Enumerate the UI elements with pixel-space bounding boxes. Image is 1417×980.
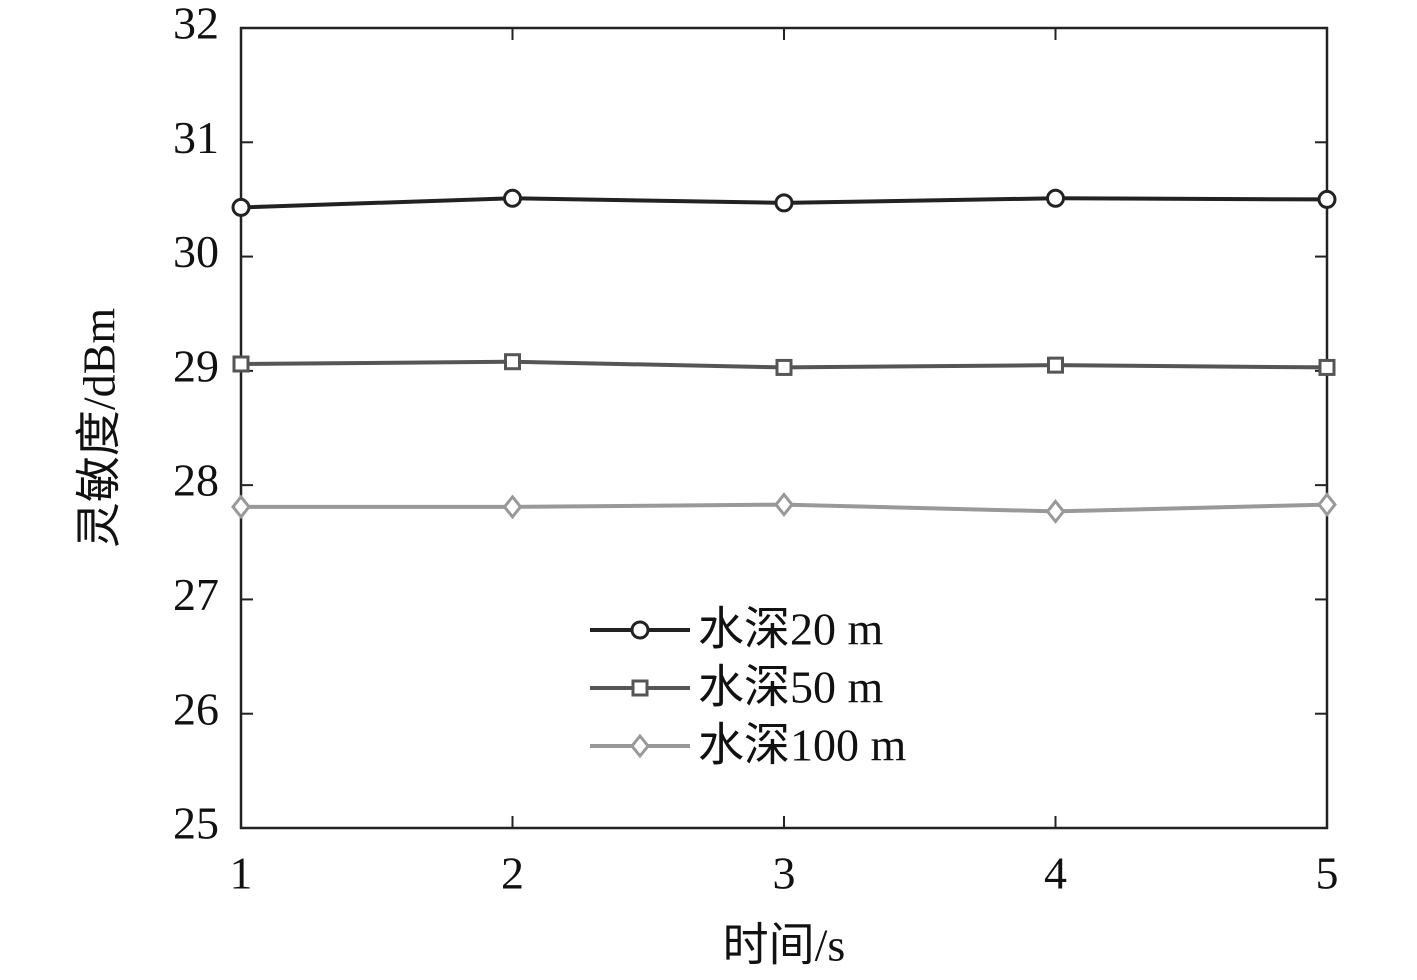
legend-marker	[630, 620, 650, 640]
y-tick-label: 25	[173, 798, 219, 849]
marker	[775, 358, 793, 376]
y-tick-label: 31	[173, 112, 219, 163]
marker	[231, 197, 251, 217]
marker	[1047, 356, 1064, 374]
legend-label: 水深100 m	[698, 720, 907, 771]
y-tick-label: 32	[173, 0, 219, 49]
marker	[231, 494, 251, 520]
marker	[1046, 188, 1065, 208]
marker	[774, 492, 794, 517]
legend-marker	[631, 679, 649, 697]
marker	[502, 494, 523, 520]
marker	[774, 193, 794, 213]
y-axis-label: 灵敏度/dBm	[74, 308, 125, 548]
x-tick-label: 3	[773, 848, 796, 899]
legend-marker	[630, 733, 650, 759]
marker	[1317, 189, 1337, 209]
marker	[504, 353, 521, 371]
x-tick-label: 1	[230, 848, 253, 899]
marker	[1045, 499, 1066, 524]
legend-label: 水深50 m	[698, 662, 884, 713]
y-tick-label: 27	[173, 569, 219, 620]
legend-label: 水深20 m	[698, 604, 884, 655]
y-tick-label: 28	[173, 455, 219, 506]
x-tick-label: 4	[1044, 848, 1067, 899]
marker	[232, 355, 250, 373]
marker	[503, 188, 522, 208]
x-tick-label: 5	[1316, 848, 1339, 899]
y-tick-label: 30	[173, 226, 219, 277]
y-tick-label: 29	[173, 340, 219, 391]
marker	[1317, 492, 1337, 517]
x-axis-label: 时间/s	[723, 920, 846, 971]
y-tick-label: 26	[173, 683, 219, 734]
x-tick-label: 2	[501, 848, 524, 899]
marker	[1318, 358, 1336, 376]
